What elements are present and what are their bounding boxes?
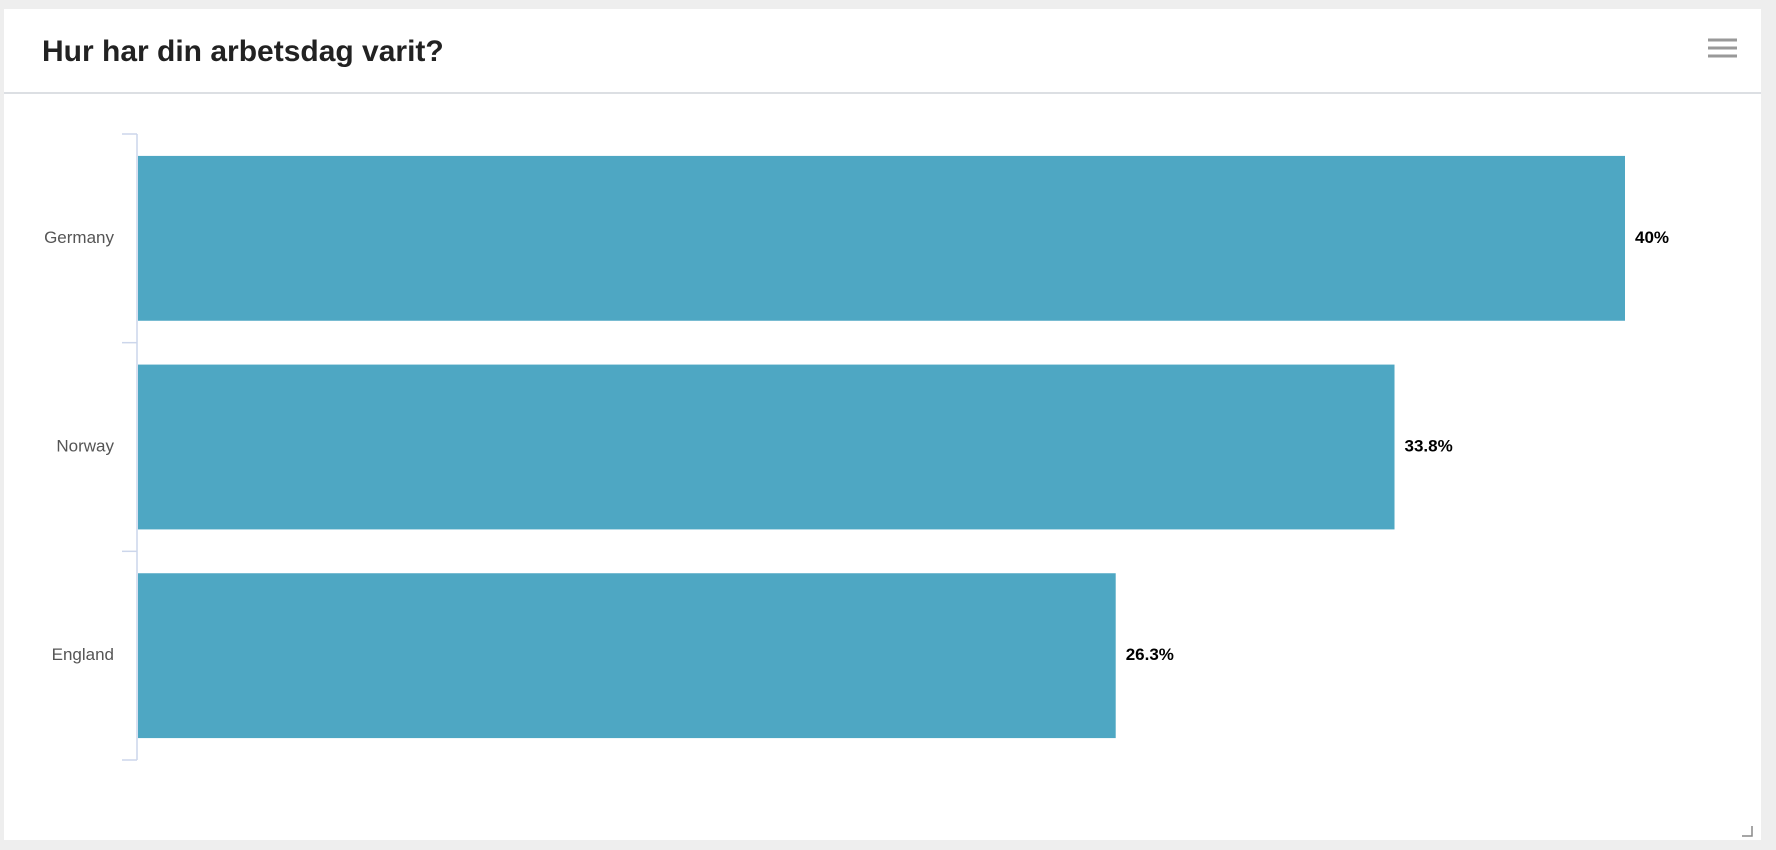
chart-title: Hur har din arbetsdag varit? <box>42 35 444 68</box>
y-tick-label: Norway <box>56 436 114 455</box>
data-label: 40% <box>1635 228 1669 247</box>
bar <box>138 155 1625 321</box>
data-label: 26.3% <box>1126 645 1174 664</box>
resize-handle[interactable] <box>1742 826 1753 837</box>
data-label: 33.8% <box>1405 436 1453 455</box>
y-tick-label: Germany <box>44 228 114 247</box>
menu-icon[interactable] <box>1708 38 1737 58</box>
bar <box>138 364 1395 530</box>
y-tick-label: England <box>52 645 114 664</box>
bar <box>138 573 1116 739</box>
